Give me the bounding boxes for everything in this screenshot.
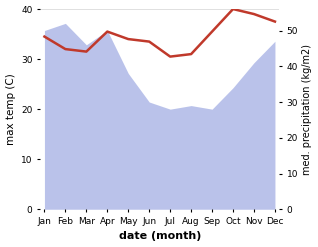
- X-axis label: date (month): date (month): [119, 231, 201, 242]
- Y-axis label: med. precipitation (kg/m2): med. precipitation (kg/m2): [302, 44, 313, 175]
- Y-axis label: max temp (C): max temp (C): [5, 73, 16, 145]
